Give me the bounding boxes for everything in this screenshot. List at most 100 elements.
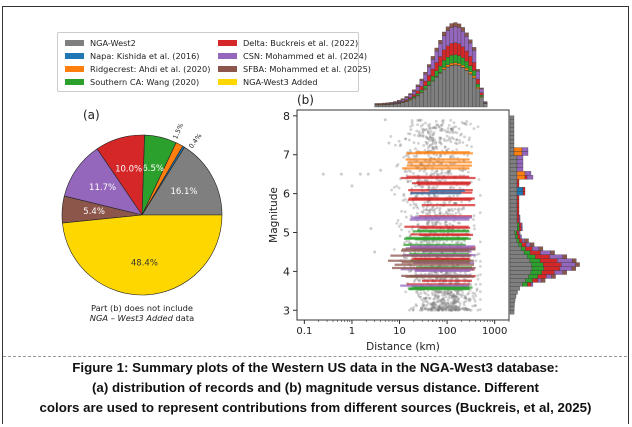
scatter-point-ngawest2 — [441, 296, 445, 300]
scatter-point-ngawest2 — [396, 163, 400, 166]
scatter-point-ngawest2 — [431, 222, 435, 226]
scatter-point-ngawest2 — [457, 305, 461, 309]
mag-hist-bar-delta-buckreis-et-al-2022 — [516, 183, 520, 188]
scatter-point-ngawest2 — [445, 271, 449, 275]
scatter-point-ngawest2 — [449, 308, 453, 312]
scatter-point-ngawest2 — [430, 220, 434, 224]
scatter-point-ngawest2 — [432, 301, 436, 305]
scatter-point-ngawest2 — [421, 205, 425, 209]
scatter-point-ngawest2 — [456, 297, 460, 301]
scatter-point-ngawest2 — [463, 307, 467, 311]
dist-hist-bar-southern-ca-wang-2020 — [438, 65, 443, 73]
dist-hist-bar-southern-ca-wang-2020 — [464, 61, 469, 69]
scatter-point-ngawest2 — [446, 301, 450, 305]
mag-hist-bar-sfba-mohammed-et-al-2025 — [538, 246, 544, 251]
scatter-point-ngawest2 — [417, 130, 421, 134]
pie-note-rest: data — [172, 313, 195, 323]
mag-hist-bar-csn-mohammed-et-al-2024 — [526, 175, 534, 180]
scatter-point-ngawest2 — [444, 171, 448, 175]
scatter-point-ngawest2 — [432, 297, 436, 301]
mag-hist-bar-delta-buckreis-et-al-2022 — [532, 278, 539, 283]
scatter-point-ngawest2 — [457, 300, 461, 304]
scatter-point-ngawest2 — [424, 140, 428, 144]
pie-note-italic: NGA – West3 Added — [89, 313, 173, 323]
scatter-point-ngawest2 — [446, 169, 450, 173]
scatter-point-ngawest2 — [441, 307, 445, 311]
scatter-point-ngawest2 — [428, 144, 431, 148]
scatter-point-ngawest2 — [431, 132, 435, 136]
scatter-point-ngawest2 — [455, 292, 459, 296]
mag-hist-bar-nga-west2 — [509, 135, 515, 140]
dist-hist-bar-southern-ca-wang-2020 — [472, 70, 477, 77]
mag-hist-bar-csn-mohammed-et-al-2024 — [561, 262, 576, 267]
mag-hist-bar-delta-buckreis-et-al-2022 — [516, 206, 520, 212]
scatter-point-ngawest2 — [404, 137, 408, 141]
scatter-point-ngawest2 — [430, 186, 434, 190]
scatter-point-ngawest2 — [442, 300, 446, 304]
scatter-point-ngawest2 — [420, 210, 424, 214]
mag-hist-bar-delta-buckreis-et-al-2022 — [529, 250, 541, 255]
dist-hist-bar-delta-buckreis-et-al-2022 — [438, 56, 443, 67]
dist-hist-bar-ridgecrest-ahdi-et-al-2020 — [468, 71, 473, 74]
scatter-point-ngawest2 — [452, 121, 456, 125]
scatter-point-ngawest2 — [415, 211, 419, 215]
scatter-point-ngawest2 — [431, 145, 435, 149]
scatter-point-ngawest2 — [433, 308, 437, 312]
scatter-point-ngawest2 — [436, 123, 440, 127]
scatter-point-ngawest2 — [419, 124, 423, 128]
dist-hist-bar-delta-buckreis-et-al-2022 — [472, 62, 477, 71]
scatter-point-ngawest2 — [445, 305, 449, 309]
scatter-point-ngawest2 — [438, 208, 441, 212]
legend-swatch — [218, 39, 237, 46]
scatter-point-ngawest2 — [421, 130, 425, 133]
dist-hist-bar-sfba-mohammed-et-al-2025 — [479, 87, 484, 90]
scatter-point-ngawest2 — [402, 155, 406, 159]
scatter-point-ngawest2 — [420, 298, 424, 301]
scatter-point-ngawest2 — [407, 230, 411, 234]
mag-hist-bar-ridgecrest-ahdi-et-al-2020 — [513, 147, 523, 152]
scatter-point-ngawest2 — [449, 308, 453, 312]
scatter-point-ngawest2 — [398, 144, 402, 148]
scatter-point-ngawest2 — [432, 125, 436, 129]
scatter-point-ngawest2 — [469, 308, 473, 312]
dist-hist-bar-southern-ca-wang-2020 — [419, 89, 424, 93]
scatter-point-ngawest2 — [443, 222, 447, 225]
dist-hist-bar-csn-mohammed-et-al-2024 — [408, 94, 413, 98]
scatter-point-ngawest2 — [439, 298, 443, 302]
scatter-point-ngawest2 — [445, 306, 449, 310]
mag-hist-bar-csn-mohammed-et-al-2024 — [540, 250, 551, 255]
mag-hist-bar-csn-mohammed-et-al-2024 — [516, 155, 524, 160]
scatter-point-ngawest2 — [455, 142, 459, 146]
dist-hist-bar-delta-buckreis-et-al-2022 — [479, 92, 484, 96]
mag-hist-bar-nga-west2 — [509, 218, 518, 224]
scatter-point-ngawest2 — [467, 298, 471, 301]
mag-hist-bar-nga-west2 — [509, 234, 516, 239]
mag-hist-bar-sfba-mohammed-et-al-2025 — [562, 254, 568, 259]
scatter-point-ngawest2 — [454, 304, 457, 308]
dist-hist-bar-nga-west2 — [400, 102, 405, 108]
scatter-point-ngawest2 — [397, 139, 401, 143]
scatter-point-ngawest2 — [437, 308, 441, 312]
scatter-point-ngawest2 — [430, 126, 433, 130]
scatter-point-ngawest2 — [420, 308, 424, 312]
mag-hist-bar-csn-mohammed-et-al-2024 — [532, 246, 540, 251]
scatter-point-ngawest2 — [439, 211, 443, 214]
mag-hist-bar-sfba-mohammed-et-al-2025 — [540, 278, 546, 283]
scatter-point-ngawest2 — [434, 303, 438, 307]
scatter-point-ngawest2 — [449, 305, 453, 309]
mag-hist-bar-nga-west2 — [509, 139, 515, 144]
scatter-point-ngawest2 — [447, 201, 451, 204]
scatter-point-ngawest2 — [403, 170, 407, 173]
dist-hist-bar-delta-buckreis-et-al-2022 — [419, 86, 424, 91]
scatter-point-ngawest2 — [446, 301, 450, 305]
scatter-point-ngawest2 — [441, 127, 444, 131]
dist-hist-bar-nga-west2 — [427, 85, 432, 108]
scatter-point-ngawest2 — [468, 283, 472, 287]
mag-hist-bar-nga-west2 — [509, 270, 531, 275]
scatter-point-ngawest2 — [426, 222, 429, 226]
scatter-point-ngawest2 — [409, 203, 413, 207]
scatter-point-ngawest2 — [448, 169, 452, 173]
scatter-point-outlier — [383, 118, 387, 122]
scatter-point-ngawest2 — [395, 221, 399, 225]
scatter-point-ngawest2 — [436, 194, 440, 198]
